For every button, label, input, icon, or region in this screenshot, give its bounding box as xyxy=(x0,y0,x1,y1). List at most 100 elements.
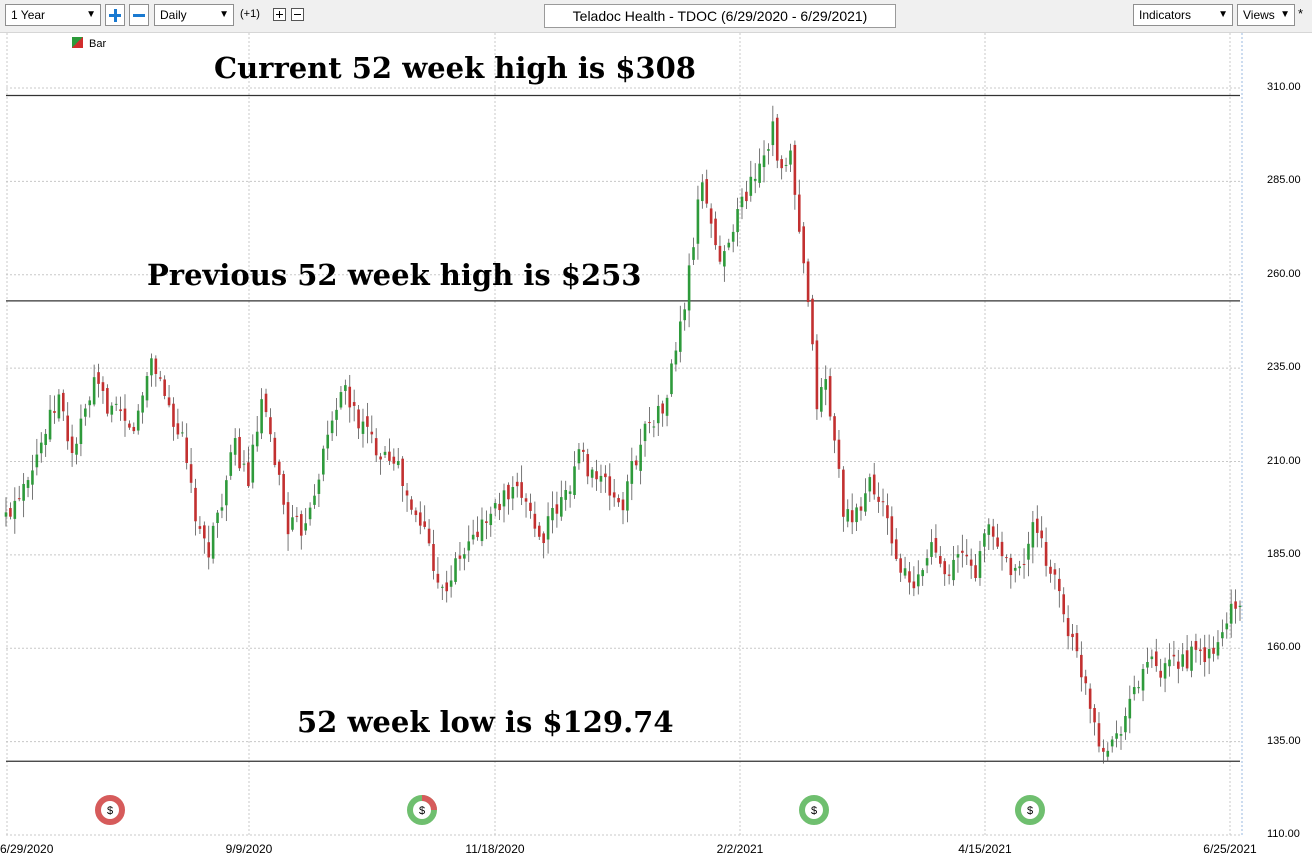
candle-body xyxy=(308,507,312,520)
price-candles xyxy=(4,105,1242,764)
views-label: Views xyxy=(1243,8,1275,22)
candle-body xyxy=(855,507,858,523)
dividend-ring xyxy=(799,795,829,825)
candle-body xyxy=(1013,567,1017,571)
range-dropdown[interactable]: 1 Year ▼ xyxy=(5,4,101,26)
candle-body xyxy=(1181,654,1185,667)
candle-body xyxy=(824,379,828,390)
minus-icon xyxy=(294,14,301,15)
candle-body xyxy=(123,408,127,421)
candle-body xyxy=(916,574,920,587)
candle-body xyxy=(678,321,682,352)
candle-body xyxy=(136,410,140,431)
candle-body xyxy=(727,242,731,248)
x-tick-label: 4/15/2021 xyxy=(958,842,1012,856)
candle-body xyxy=(9,508,12,517)
candle-body xyxy=(511,487,515,499)
candle-body xyxy=(471,534,475,540)
candle-body xyxy=(1040,530,1043,539)
candle-body xyxy=(383,451,387,455)
candle-body xyxy=(1225,623,1229,630)
candle-body xyxy=(1190,646,1193,671)
candle-body xyxy=(4,512,8,517)
candle-body xyxy=(934,537,938,553)
candle-body xyxy=(39,442,43,454)
dividend-badge-1[interactable]: $ xyxy=(95,795,125,825)
candle-body xyxy=(26,480,30,488)
candle-body xyxy=(264,393,268,413)
candle-body xyxy=(903,568,907,576)
legend-swatch xyxy=(72,37,83,48)
candle-body xyxy=(70,436,74,453)
candle-body xyxy=(432,544,435,571)
dividend-badge-4[interactable]: $ xyxy=(1015,795,1045,825)
candle-body xyxy=(185,437,188,463)
chart-toolbar: 1 Year ▼ Daily ▼ (+1) Teladoc Health - T… xyxy=(0,0,1312,33)
candle-body xyxy=(731,231,735,242)
chevron-down-icon: ▼ xyxy=(1280,9,1290,20)
interval-dropdown[interactable]: Daily ▼ xyxy=(154,4,234,26)
zoom-out-button[interactable] xyxy=(129,4,149,26)
candle-body xyxy=(987,524,991,535)
candle-body xyxy=(92,377,96,405)
candle-body xyxy=(480,519,484,542)
candle-body xyxy=(1141,668,1145,691)
dollar-icon: $ xyxy=(107,805,113,817)
candle-body xyxy=(771,121,775,146)
zoom-in-button[interactable] xyxy=(105,4,125,26)
candle-body xyxy=(974,565,977,579)
candle-body xyxy=(485,521,488,523)
settings-asterisk[interactable]: * xyxy=(1298,6,1304,21)
candle-body xyxy=(599,475,603,482)
candle-body xyxy=(1159,670,1162,678)
dollar-icon: $ xyxy=(811,805,817,817)
candle-body xyxy=(1075,633,1079,652)
candle-body xyxy=(767,149,770,151)
candle-body xyxy=(225,480,228,506)
candle-body xyxy=(75,443,78,455)
candle-body xyxy=(886,505,889,519)
offset-minus-button[interactable] xyxy=(291,8,304,21)
candle-body xyxy=(1097,723,1101,747)
dividend-badge-2[interactable]: $ xyxy=(407,795,437,825)
candle-body xyxy=(361,421,365,434)
candle-body xyxy=(101,382,105,391)
candle-body xyxy=(1053,569,1057,575)
candle-body xyxy=(709,208,713,224)
chart-legend: Bar xyxy=(72,37,106,50)
candle-body xyxy=(260,399,263,434)
candle-body xyxy=(1132,687,1136,695)
offset-plus-button[interactable] xyxy=(273,8,286,21)
candle-body xyxy=(189,464,193,483)
candle-body xyxy=(1199,649,1202,652)
candle-body xyxy=(269,417,272,435)
candle-body xyxy=(1216,642,1220,656)
candle-body xyxy=(736,209,739,233)
chart-plot-area[interactable] xyxy=(0,33,1312,860)
y-tick-label: 310.00 xyxy=(1267,81,1301,93)
candle-body xyxy=(833,416,836,441)
candle-body xyxy=(326,434,330,449)
candle-body xyxy=(590,469,594,478)
candle-body xyxy=(313,495,316,505)
candle-body xyxy=(996,537,999,547)
views-dropdown[interactable]: Views ▼ xyxy=(1237,4,1295,26)
candle-body xyxy=(418,512,422,526)
candle-body xyxy=(357,409,360,429)
dividend-badge-3[interactable]: $ xyxy=(799,795,829,825)
candle-body xyxy=(1084,676,1088,684)
candle-body xyxy=(925,558,929,566)
candle-body xyxy=(119,409,122,412)
candle-body xyxy=(273,437,277,465)
candle-body xyxy=(1234,601,1237,609)
indicators-dropdown[interactable]: Indicators ▼ xyxy=(1133,4,1233,26)
candle-body xyxy=(233,438,237,455)
candle-body xyxy=(396,461,400,466)
candle-body xyxy=(427,528,431,544)
candle-body xyxy=(374,438,378,456)
minus-icon xyxy=(133,14,145,17)
candle-body xyxy=(35,454,39,468)
x-tick-label: 6/29/2020 xyxy=(0,842,54,856)
candle-body xyxy=(1035,518,1039,533)
candle-body xyxy=(714,218,717,246)
